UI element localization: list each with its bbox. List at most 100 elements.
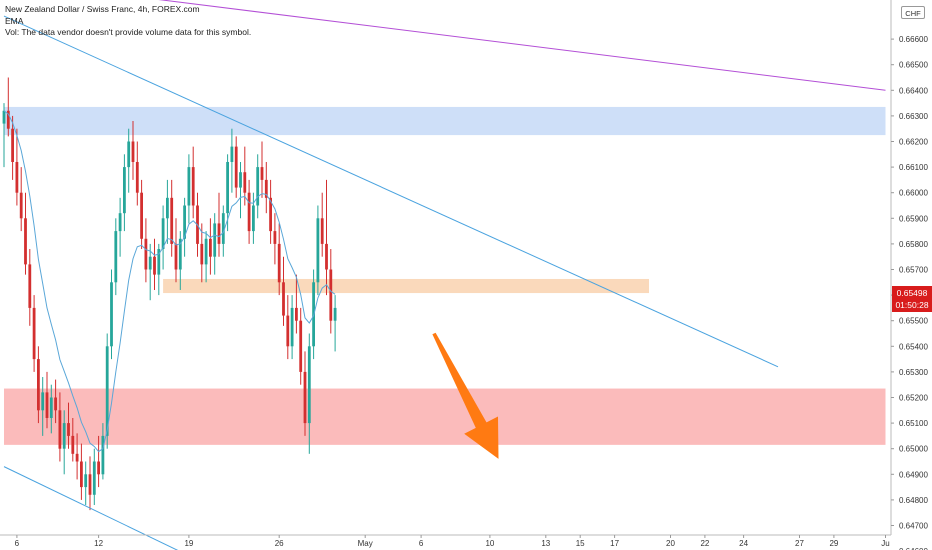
candle-body xyxy=(333,307,337,321)
candle-body xyxy=(325,243,328,270)
candle-body xyxy=(45,392,49,418)
candle-body xyxy=(32,307,36,360)
currency-badge[interactable]: CHF xyxy=(901,6,925,19)
candle-body xyxy=(256,167,260,206)
price-tick-label: 0.65200 xyxy=(899,394,928,403)
price-tick-label: 0.66100 xyxy=(899,163,928,172)
candles-group xyxy=(2,77,337,511)
candle-body xyxy=(67,423,70,436)
price-tick-label: 0.64800 xyxy=(899,496,928,505)
candle-body xyxy=(75,453,79,462)
candle-body xyxy=(105,346,109,436)
price-tick-label: 0.66500 xyxy=(899,61,928,70)
candle-body xyxy=(303,371,307,424)
candle-body xyxy=(37,359,40,411)
candle-body xyxy=(118,213,122,232)
candle-body xyxy=(273,231,277,244)
price-tick-label: 0.65500 xyxy=(899,317,928,326)
candle-body xyxy=(282,282,285,316)
candle-body xyxy=(247,192,251,232)
symbol-title: New Zealand Dollar / Swiss Franc, 4h, FO… xyxy=(5,4,200,14)
candle-body xyxy=(226,161,229,214)
candle-body xyxy=(234,146,238,188)
time-tick-label: 24 xyxy=(739,539,748,548)
candle-body xyxy=(329,269,333,321)
orange-zone xyxy=(163,278,649,294)
price-tick-label: 0.65700 xyxy=(899,266,928,275)
candle-body xyxy=(320,218,324,244)
price-tick-label: 0.65000 xyxy=(899,445,928,454)
candle-body xyxy=(178,238,182,270)
candle-body xyxy=(101,435,105,475)
candle-body xyxy=(166,197,169,219)
time-tick-label: 27 xyxy=(795,539,804,548)
price-tick-label: 0.65100 xyxy=(899,419,928,428)
price-tick-label: 0.65900 xyxy=(899,214,928,223)
candle-body xyxy=(230,146,234,162)
time-tick-label: 22 xyxy=(700,539,709,548)
time-tick-label: 19 xyxy=(184,539,193,548)
candle-body xyxy=(2,110,6,124)
candle-body xyxy=(290,307,294,347)
candle-body xyxy=(131,141,135,162)
candle-body xyxy=(191,167,195,206)
time-tick-label: 20 xyxy=(666,539,675,548)
candle-body xyxy=(213,223,217,257)
candle-body xyxy=(54,397,57,411)
candle-body xyxy=(264,179,268,198)
lower-trendline xyxy=(3,466,179,550)
candle-body xyxy=(148,256,152,270)
price-tick-label: 0.65400 xyxy=(899,342,928,351)
candle-body xyxy=(135,161,139,193)
candle-body xyxy=(204,238,208,265)
time-tick-label: Ju xyxy=(881,539,889,548)
candle-body xyxy=(170,197,174,244)
candle-body xyxy=(140,192,143,239)
time-tick-label: 6 xyxy=(15,539,20,548)
candle-body xyxy=(252,205,255,232)
time-tick-label: 13 xyxy=(541,539,550,548)
candle-body xyxy=(15,161,19,193)
candle-body xyxy=(161,218,165,250)
candle-body xyxy=(71,435,75,454)
candle-body xyxy=(295,307,298,321)
bar-countdown: 01:50:28 xyxy=(895,300,929,310)
candle-body xyxy=(144,238,148,270)
candle-body xyxy=(49,397,53,418)
time-tick-label: 17 xyxy=(610,539,619,548)
chart-legend: New Zealand Dollar / Swiss Franc, 4h, FO… xyxy=(5,4,251,39)
candle-body xyxy=(123,167,126,214)
time-tick-label: 26 xyxy=(275,539,284,548)
time-tick-label: 15 xyxy=(576,539,585,548)
candle-body xyxy=(209,238,212,257)
red-zone xyxy=(4,388,886,445)
price-tick-label: 0.64900 xyxy=(899,470,928,479)
volume-note: Vol: The data vendor doesn't provide vol… xyxy=(5,27,252,37)
time-tick-label: 29 xyxy=(829,539,838,548)
price-tick-label: 0.65300 xyxy=(899,368,928,377)
candle-body xyxy=(41,392,45,411)
last-price-badge: 0.65498 01:50:28 xyxy=(892,286,932,312)
candle-body xyxy=(307,346,311,424)
candle-body xyxy=(127,141,131,168)
candle-body xyxy=(6,110,10,129)
candle-body xyxy=(88,474,92,495)
candle-body xyxy=(221,213,225,244)
candle-body xyxy=(157,249,161,275)
time-tick-label: 10 xyxy=(485,539,494,548)
candle-body xyxy=(24,218,27,265)
last-price-value: 0.65498 xyxy=(896,288,928,298)
candle-body xyxy=(187,167,191,206)
candle-body xyxy=(80,461,83,488)
candle-body xyxy=(277,243,281,283)
candle-body xyxy=(243,172,247,193)
candle-body xyxy=(286,315,290,347)
price-tick-label: 0.66600 xyxy=(899,35,928,44)
candle-body xyxy=(110,282,113,347)
time-tick-label: 6 xyxy=(419,539,424,548)
candle-body xyxy=(239,172,242,188)
price-tick-label: 0.64600 xyxy=(899,547,928,550)
ema-label: EMA xyxy=(5,15,24,26)
upper-trendline xyxy=(3,15,779,368)
